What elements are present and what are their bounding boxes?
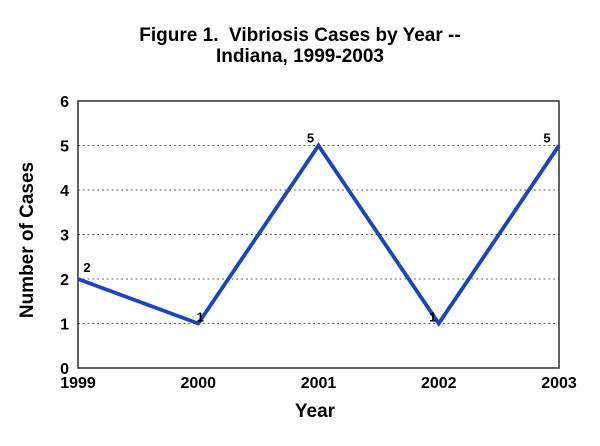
- chart-title-line1: Figure 1. Vibriosis Cases by Year --: [139, 25, 461, 46]
- y-tick-label: 0: [60, 361, 69, 378]
- y-tick-label: 5: [60, 139, 69, 156]
- data-point-label: 1: [197, 310, 204, 325]
- y-tick-label: 1: [60, 317, 69, 334]
- y-tick-label: 4: [60, 183, 69, 200]
- data-point-label: 5: [307, 131, 314, 146]
- plot-border: [77, 100, 560, 369]
- x-tick-label: 2000: [180, 375, 216, 392]
- y-tick-label: 2: [60, 272, 69, 289]
- x-tick-label: 2002: [421, 375, 457, 392]
- chart-title: Figure 1. Vibriosis Cases by Year -- Ind…: [0, 25, 600, 67]
- chart-title-line2: Indiana, 1999-2003: [216, 46, 384, 67]
- x-tick-label: 2003: [541, 375, 577, 392]
- y-tick-label: 6: [60, 94, 69, 111]
- x-tick-label: 2001: [301, 375, 337, 392]
- data-point-label: 5: [543, 131, 550, 146]
- y-tick-label: 3: [60, 228, 69, 245]
- chart-line: [77, 142, 561, 327]
- x-tick-label: 1999: [60, 375, 96, 392]
- y-axis-title: Number of Cases: [17, 162, 38, 318]
- x-axis-title: Year: [295, 401, 336, 422]
- data-point-label: 2: [83, 260, 90, 275]
- data-point-label: 1: [429, 310, 436, 325]
